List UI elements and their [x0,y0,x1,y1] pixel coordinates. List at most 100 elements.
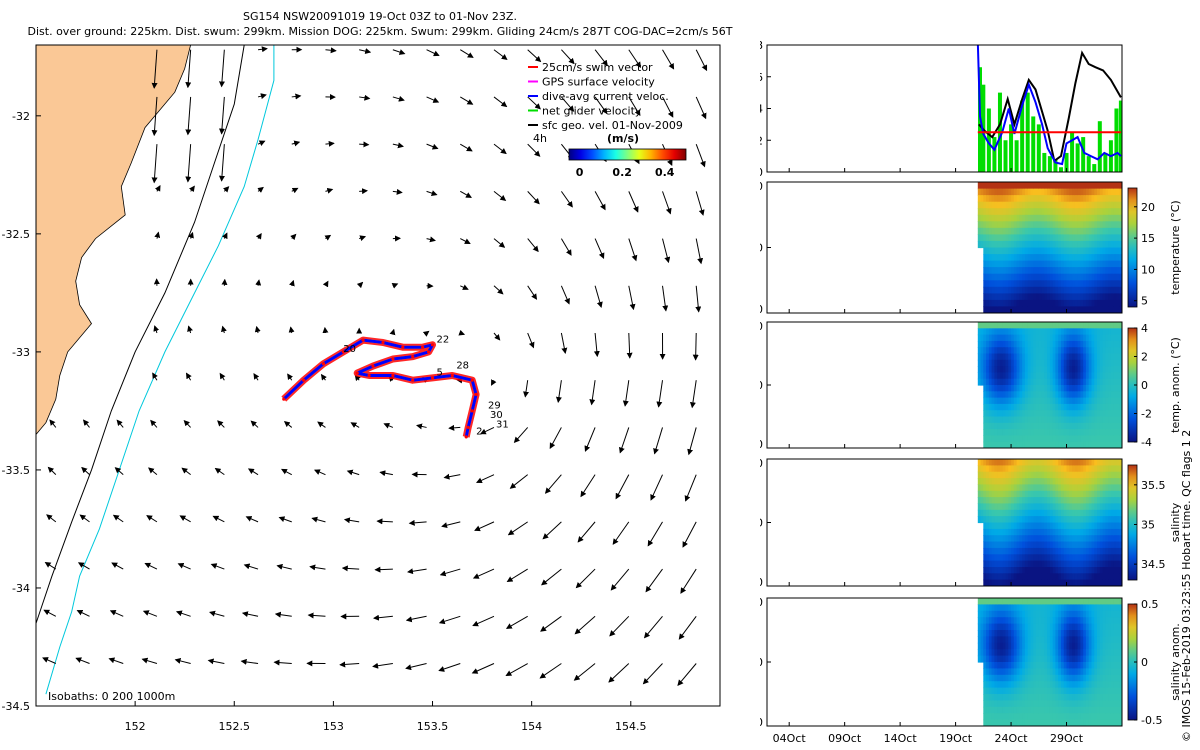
section-cell [1097,478,1101,485]
section-cell [1022,528,1026,536]
section-cell [997,273,1001,281]
section-cell [1005,719,1009,726]
section-cell [1016,694,1020,701]
section-cell [1091,484,1095,492]
section-cell [1038,668,1043,676]
section-cell [1008,306,1012,313]
section-cell [1113,516,1118,524]
current-vector [662,238,671,264]
section-cell [1063,490,1068,498]
section-cell [1083,554,1087,562]
section-cell [1019,435,1023,443]
section-cell [997,668,1001,676]
section-cell [997,247,1001,255]
section-cell [1113,655,1118,663]
section-cell [1013,687,1018,695]
current-vector [291,93,302,100]
section-cell [1002,541,1007,549]
section-cell [994,630,998,637]
section-cell [1055,422,1059,430]
section-cell [986,195,990,203]
section-cell [988,322,993,329]
section-cell [1116,541,1120,549]
section-cell [1038,403,1043,411]
section-cell [1047,254,1051,262]
section-cell [1008,429,1012,436]
section-cell [1030,234,1034,242]
section-cell [1055,649,1059,657]
section-cell [1005,484,1009,492]
section-cell [1038,719,1043,726]
section-cell [1110,254,1115,262]
section-cell [1091,471,1095,479]
section-cell [1061,221,1065,229]
section-cell [1005,416,1009,424]
current-vector [493,190,507,202]
section-cell [1049,535,1054,543]
section-cell [1108,378,1112,386]
section-cell [1000,623,1004,631]
section-cell [1038,435,1043,443]
section-cell [1108,573,1112,581]
section-cell [1094,340,1098,348]
section-cell [1030,260,1034,268]
section-cell [983,706,987,714]
section-cell [1085,617,1090,625]
section-cell [1002,247,1007,255]
section-cell [1019,598,1023,605]
section-cell [1016,422,1020,430]
section-cell [1055,328,1059,336]
section-cell [980,471,984,479]
section-cell [1077,535,1081,543]
section-cell [1083,610,1087,618]
section-cell [983,441,987,448]
map-colorbar [568,148,687,161]
section-cell [983,347,987,355]
section-cell [1011,604,1015,612]
section-cell [1099,636,1104,644]
section-cell [1013,642,1018,650]
section-cell [1013,573,1018,581]
section-cell [991,208,995,216]
section-cell [1022,459,1026,466]
section-cell [1085,465,1090,473]
section-cell [1110,353,1115,361]
current-vector [628,96,641,117]
section-cell [1016,522,1020,530]
section-cell [1102,221,1106,229]
section-cell [1030,195,1034,203]
section-cell [1102,490,1106,498]
section-cell [1069,353,1073,361]
section-cell [1094,353,1098,361]
section-cell [1038,334,1043,342]
section-cell [1066,208,1070,216]
section-cell [1069,260,1073,268]
current-vector [273,659,292,666]
current-vector [416,423,427,430]
section-cell [1099,280,1104,288]
current-vector [154,231,161,239]
section-cell [1105,484,1109,492]
section-cell [1063,465,1068,473]
section-cell [1022,359,1026,367]
current-vector [460,49,474,58]
section-cell [1069,273,1073,281]
section-cell [1088,522,1093,530]
section-cell [1044,636,1048,644]
current-vector [359,141,370,148]
section-cell [1005,706,1009,714]
section-cell [1008,182,1012,190]
section-cell [1022,240,1026,249]
section-cell [1119,267,1122,275]
section-cell [1005,554,1009,562]
section-cell [1013,378,1018,386]
section-cell [1108,221,1112,229]
section-cell [1016,459,1020,466]
section-cell [1102,522,1106,530]
section-cell [1019,535,1023,543]
section-cell [1091,478,1095,485]
current-vector [527,96,541,110]
section-cell [1108,484,1112,492]
section-cell [1005,299,1009,308]
section-cell [1019,484,1023,492]
